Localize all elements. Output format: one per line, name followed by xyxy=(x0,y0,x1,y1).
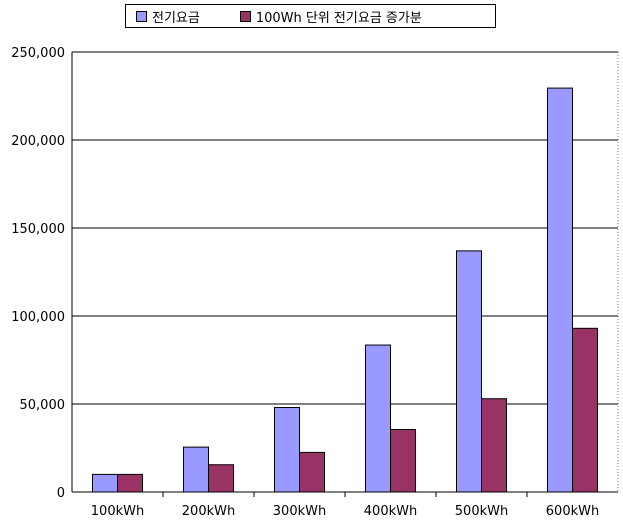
legend-label-series-1: 전기요금 xyxy=(152,10,200,26)
y-tick-label: 250,000 xyxy=(11,46,65,61)
legend-swatch-series-2 xyxy=(239,10,251,22)
x-tick-label: 100kWh xyxy=(91,504,144,519)
bar-series-2 xyxy=(208,464,234,493)
bar-series-2 xyxy=(481,398,507,493)
x-tick-label: 300kWh xyxy=(273,504,326,519)
bar-series-2 xyxy=(117,473,143,493)
y-tick-label: 100,000 xyxy=(11,310,65,325)
chart-legend: 전기요금 100Wh 단위 전기요금 증가분 xyxy=(125,4,496,28)
y-tick-label: 200,000 xyxy=(11,134,65,149)
y-tick-label: 50,000 xyxy=(20,398,66,413)
bar-series-1 xyxy=(183,446,209,493)
legend-swatch-series-1 xyxy=(136,10,147,22)
bar-series-1 xyxy=(274,407,300,493)
bar-series-2 xyxy=(299,451,325,493)
x-tick-label: 200kWh xyxy=(182,504,235,519)
bar-series-1 xyxy=(92,473,118,493)
bar-series-1 xyxy=(547,87,573,493)
x-tick-label: 600kWh xyxy=(546,504,599,519)
bar-series-2 xyxy=(390,429,416,493)
bar-series-2 xyxy=(572,327,598,493)
bar-series-1 xyxy=(365,344,391,493)
x-tick-label: 500kWh xyxy=(455,504,508,519)
y-tick-label: 0 xyxy=(57,486,65,501)
bar-series-1 xyxy=(456,250,482,493)
y-tick-label: 150,000 xyxy=(11,222,65,237)
plot-area-border xyxy=(71,51,619,493)
legend-item-series-1: 전기요금 xyxy=(136,7,200,26)
legend-item-series-2: 100Wh 단위 전기요금 증가분 xyxy=(239,7,422,26)
x-tick-label: 400kWh xyxy=(364,504,417,519)
legend-label-series-2: 100Wh 단위 전기요금 증가분 xyxy=(255,10,422,26)
